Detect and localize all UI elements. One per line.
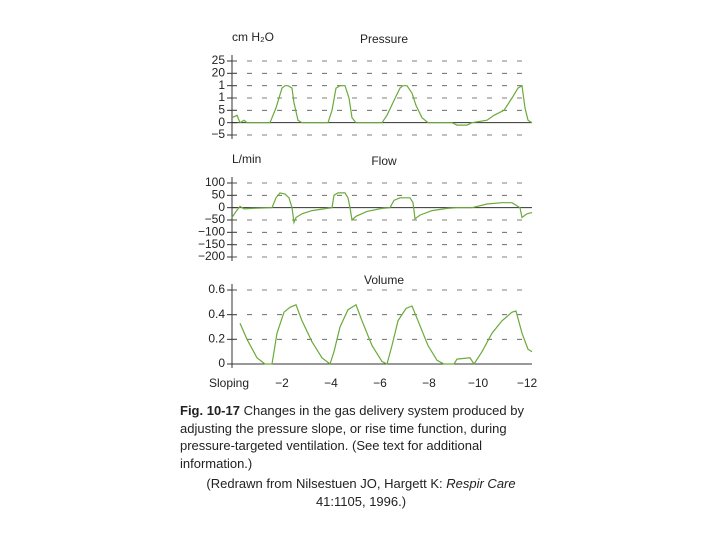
x-axis-label: Sloping [209,376,249,390]
caption-text: Changes in the gas delivery system produ… [180,403,524,471]
chart-title: Flow [371,154,397,168]
y-tick-label: 1 [218,90,225,104]
y-tick-label: 0 [218,115,225,129]
journal: Respir Care [446,476,516,491]
axis-unit: cm H₂O [232,30,274,44]
citation: (Redrawn from Nilsestuen JO, Hargett K: … [180,475,542,510]
y-tick-label: 0.6 [208,282,225,296]
y-tick-label: 0 [218,200,225,214]
y-tick-label: 25 [212,53,226,67]
trace [231,192,533,225]
y-tick-label: −150 [198,237,225,251]
y-tick-label: 20 [212,66,226,80]
y-tick-label: 5 [218,103,225,117]
breath-label: −4 [324,376,338,390]
breath-label: −6 [373,376,387,390]
chart-title: Volume [364,273,404,287]
caption-label: Fig. 10-17 [180,403,240,418]
y-tick-label: 0.2 [208,332,225,346]
breath-label: −8 [422,376,436,390]
y-tick-label: 0.4 [208,307,225,321]
y-tick-label: 50 [212,188,226,202]
trace [231,84,533,126]
chart-title: Pressure [360,32,408,46]
y-tick-label: −100 [198,225,225,239]
y-tick-label: 1 [218,78,225,92]
citation-text: (Redrawn from Nilsestuen JO, Hargett K: [206,476,447,491]
citation-text: 41:1105, 1996.) [315,493,407,509]
y-tick-label: −200 [198,249,225,263]
trace [239,303,533,366]
y-tick-label: 0 [218,356,225,370]
y-tick-label: −50 [205,212,226,226]
breath-label: −10 [468,376,489,390]
caption: Fig. 10-17 Changes in the gas delivery s… [180,402,552,472]
y-tick-label: −5 [211,127,225,141]
breath-label: −12 [517,376,538,390]
axis-unit: L/min [232,152,261,166]
breath-label: −2 [275,376,289,390]
y-tick-label: 100 [205,175,225,189]
